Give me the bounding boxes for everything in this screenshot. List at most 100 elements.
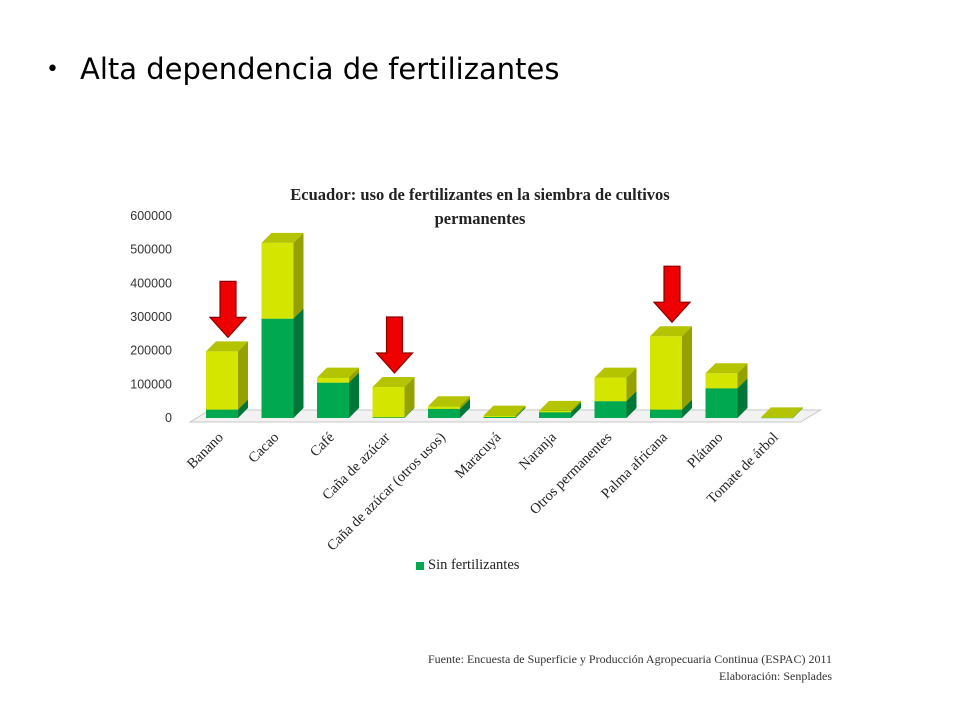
bar-side <box>571 402 581 418</box>
x-tick-label: Cacao <box>245 430 282 467</box>
bar-front <box>650 409 682 418</box>
bar-segment <box>761 407 803 418</box>
bar-front <box>539 412 571 418</box>
legend-label: Sin fertilizantes <box>428 557 520 573</box>
bar-segment <box>483 405 526 417</box>
bar-side <box>404 377 415 418</box>
x-tick-label: Banano <box>184 430 227 473</box>
bar-side <box>404 407 415 418</box>
x-tick-label: Café <box>307 430 338 461</box>
bar-segment <box>539 400 581 413</box>
x-tick-label: Caña de azúcar (otros usos) <box>324 429 449 554</box>
bar-front <box>483 415 516 417</box>
bar-front <box>594 401 627 418</box>
bar-front <box>261 318 294 418</box>
bar-front <box>428 408 460 418</box>
bar-front <box>206 409 238 418</box>
bar-segment <box>428 396 470 409</box>
bar-front <box>705 373 738 389</box>
bar-side <box>682 399 692 418</box>
legend-swatch <box>416 561 424 570</box>
bar-side <box>238 399 248 418</box>
bar-segment <box>372 377 415 418</box>
bar-top <box>206 341 248 352</box>
bar-front <box>539 410 571 413</box>
chart-title: Ecuador: uso de fertilizantes en la siem… <box>200 183 760 231</box>
x-tick-label: Maracuyá <box>452 429 505 482</box>
bar-front <box>761 417 793 418</box>
bar-top <box>261 232 304 243</box>
highlight-arrows <box>208 265 692 374</box>
highlight-arrow <box>652 265 692 324</box>
bar-top <box>372 377 415 388</box>
bar-side <box>626 391 637 418</box>
bar-segment <box>650 326 692 410</box>
bar-side <box>571 400 581 413</box>
bar-top <box>483 405 526 416</box>
bar-side <box>349 367 359 383</box>
bar-front <box>594 377 627 402</box>
chart-title-line-1: Ecuador: uso de fertilizantes en la siem… <box>290 185 670 204</box>
chart-legend: Sin fertilizantes <box>416 557 519 574</box>
bar-side <box>349 372 359 418</box>
y-tick-label: 200000 <box>130 344 172 358</box>
y-tick-label: 100000 <box>130 377 172 391</box>
bar-top <box>428 396 470 407</box>
bar-front <box>483 416 516 418</box>
bar-segment <box>705 363 748 389</box>
y-tick-label: 400000 <box>130 276 172 290</box>
highlight-arrow <box>375 316 414 374</box>
bar-side <box>682 326 692 410</box>
bar-front <box>372 387 405 418</box>
y-tick-label: 500000 <box>130 243 172 257</box>
bar-side <box>515 406 526 418</box>
bar-segment <box>317 367 359 383</box>
bar-top <box>539 400 581 411</box>
bar-side <box>460 398 470 418</box>
bar-front <box>372 417 405 418</box>
y-axis: 0 100000 200000 300000 400000 500000 600000 <box>130 209 172 425</box>
highlight-arrow <box>208 280 248 339</box>
bullet-text: Alta dependencia de fertilizantes <box>80 52 560 86</box>
bar-front <box>261 242 294 319</box>
bar-top <box>705 363 748 374</box>
y-tick-label: 300000 <box>130 310 172 324</box>
bar-front <box>705 388 738 418</box>
y-tick-label: 0 <box>165 411 172 425</box>
bullet-dot: • <box>46 56 59 82</box>
bar-top <box>317 367 359 378</box>
bar-side <box>238 341 248 410</box>
bar-side <box>293 308 304 418</box>
bar-side <box>515 405 526 417</box>
x-tick-label: Naranja <box>516 429 560 473</box>
bar-front <box>317 382 349 418</box>
bar-segment <box>261 232 304 319</box>
bar-side <box>626 367 637 402</box>
bar-side <box>737 363 748 389</box>
bar-front <box>650 336 682 410</box>
bar-front <box>317 377 349 383</box>
bar-top <box>594 367 637 378</box>
bar-segment <box>261 308 304 418</box>
bar-front <box>428 406 460 409</box>
bar-side <box>737 378 748 418</box>
source-note: Fuente: Encuesta de Superficie y Producc… <box>428 651 832 685</box>
y-tick-label: 600000 <box>130 209 172 223</box>
bar-group <box>206 232 803 419</box>
x-tick-label: Plátano <box>684 430 726 472</box>
bar-top <box>650 326 692 337</box>
bar-top <box>761 407 803 418</box>
credit-line: Elaboración: Senplades <box>719 669 832 683</box>
bullet-point: • Alta dependencia de fertilizantes <box>46 52 559 86</box>
bar-side <box>293 232 304 319</box>
bar-segment <box>206 341 248 410</box>
bar-front <box>761 417 793 419</box>
bar-side <box>793 407 803 418</box>
bar-front <box>206 351 238 410</box>
chart-title-line-2: permanentes <box>434 209 526 228</box>
bar-side <box>793 407 803 418</box>
source-line: Fuente: Encuesta de Superficie y Producc… <box>427 652 832 666</box>
bar-side <box>460 396 470 409</box>
